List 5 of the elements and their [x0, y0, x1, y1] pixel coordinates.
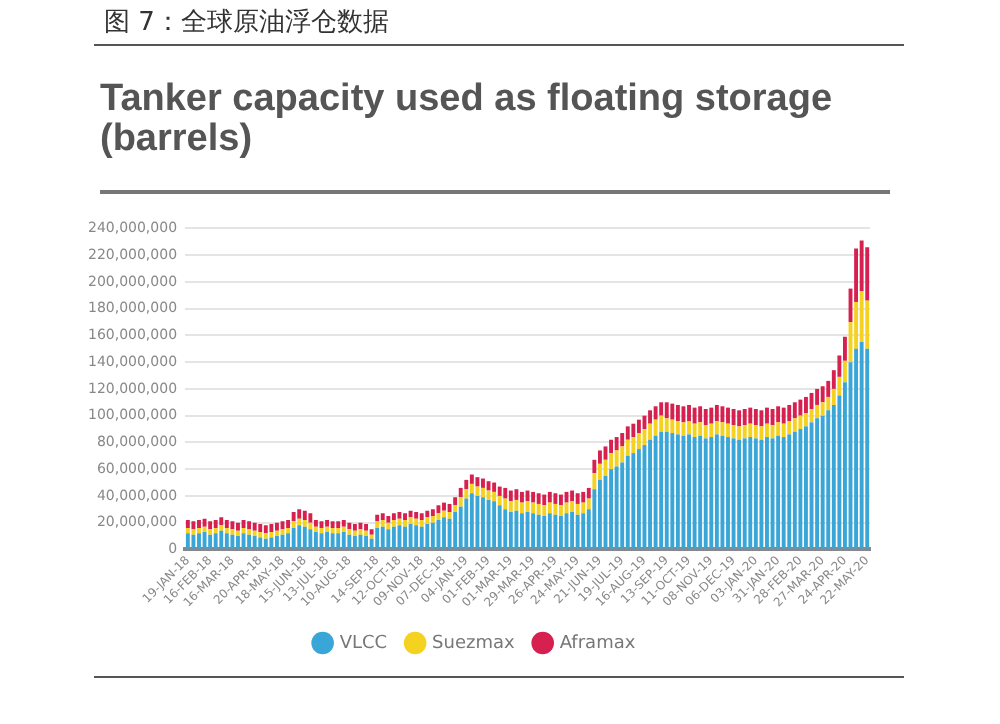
legend-label: Suezmax	[432, 633, 517, 654]
legend-label: VLCC	[339, 633, 388, 654]
chart-subtitle: Tanker capacity used as floating storage (barrels)	[100, 78, 835, 160]
legend-label: Aframax	[559, 633, 637, 654]
chart-title: 图 7：全球原油浮仓数据	[104, 6, 389, 40]
